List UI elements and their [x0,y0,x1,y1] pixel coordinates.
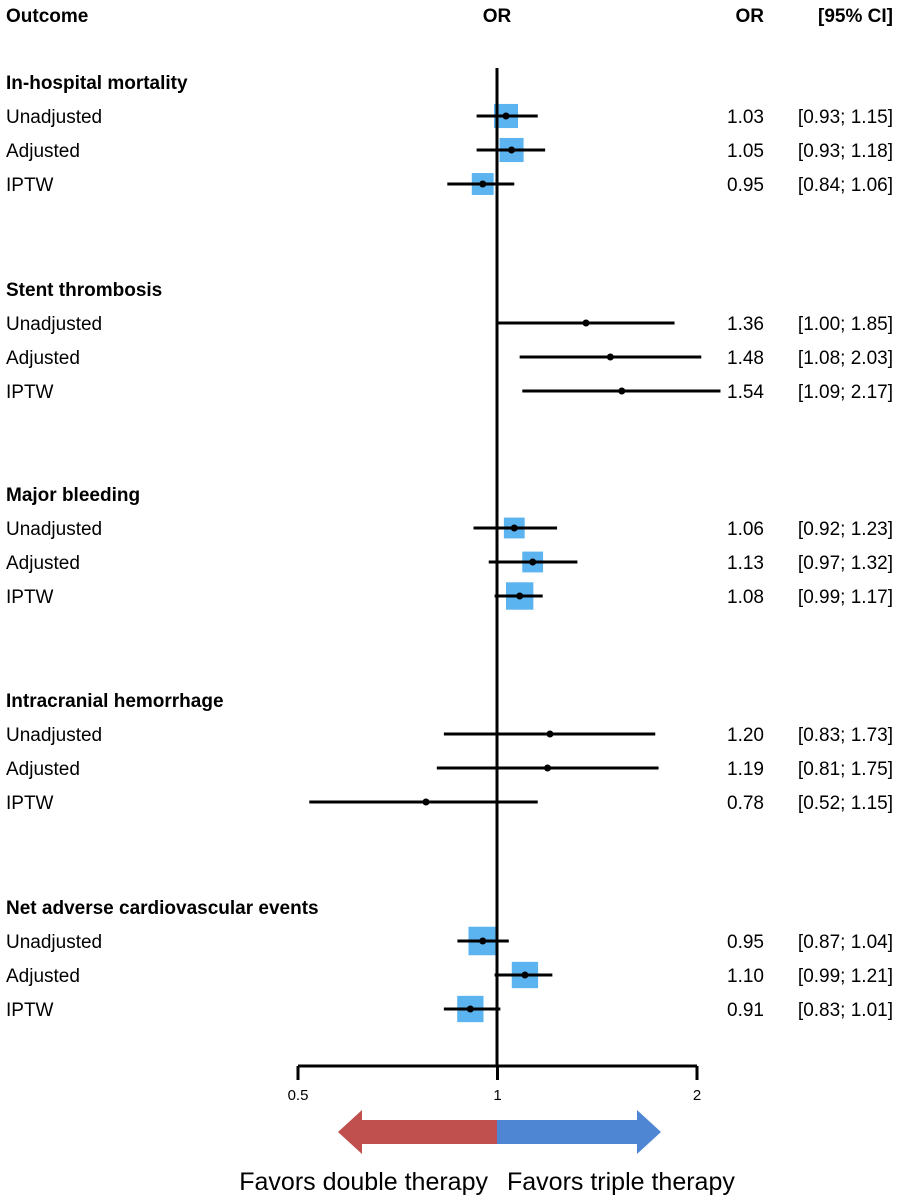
ci-value: [0.81; 1.75] [798,759,893,780]
or-value: 1.13 [727,553,764,574]
ci-value: [0.87; 1.04] [798,932,893,953]
row-label: IPTW [6,1000,54,1021]
ci-value: [1.08; 2.03] [798,348,893,369]
row-label: Adjusted [6,966,80,987]
or-value: 0.78 [727,793,764,814]
row-label: Unadjusted [6,314,102,335]
header-outcome: Outcome [6,6,88,27]
header-or-plot: OR [483,6,512,27]
or-value: 1.54 [727,382,764,403]
favors-triple-label: Favors triple therapy [507,1168,735,1196]
estimate-point [544,764,552,772]
row-label: Unadjusted [6,107,102,128]
or-value: 1.06 [727,519,764,540]
x-tick-label: 0.5 [288,1087,309,1104]
ci-value: [0.97; 1.32] [798,553,893,574]
estimate-point [466,1005,474,1013]
row-label: IPTW [6,382,54,403]
or-value: 0.95 [727,175,764,196]
estimate-point [479,180,487,188]
row-label: Unadjusted [6,519,102,540]
or-value: 1.20 [727,725,764,746]
estimate-point [606,353,614,361]
ci-value: [0.84; 1.06] [798,175,893,196]
or-value: 1.05 [727,141,764,162]
ci-value: [0.83; 1.73] [798,725,893,746]
x-tick-label: 1 [493,1087,501,1104]
row-label: Adjusted [6,141,80,162]
or-value: 0.91 [727,1000,764,1021]
x-tick-label: 2 [693,1087,701,1104]
ci-value: [0.52; 1.15] [798,793,893,814]
estimate-point [502,112,510,120]
ci-value: [0.92; 1.23] [798,519,893,540]
ci-value: [0.83; 1.01] [798,1000,893,1021]
estimate-point [618,387,626,395]
or-value: 1.36 [727,314,764,335]
estimate-point [521,971,529,979]
ci-value: [1.00; 1.85] [798,314,893,335]
ci-value: [0.99; 1.17] [798,587,893,608]
group-title: Stent thrombosis [6,280,162,301]
header-or-column: OR [736,6,765,27]
group-title: In-hospital mortality [6,73,188,94]
estimate-point [582,319,590,327]
estimate-point [508,146,516,154]
favors-double-label: Favors double therapy [239,1168,488,1196]
estimate-point [510,524,518,532]
ci-value: [0.93; 1.15] [798,107,893,128]
row-label: IPTW [6,587,54,608]
or-value: 0.95 [727,932,764,953]
or-value: 1.03 [727,107,764,128]
ci-value: [0.99; 1.21] [798,966,893,987]
or-value: 1.19 [727,759,764,780]
estimate-point [529,558,537,566]
or-value: 1.08 [727,587,764,608]
row-label: Adjusted [6,759,80,780]
row-label: Adjusted [6,553,80,574]
or-value: 1.10 [727,966,764,987]
favors-double-arrow [338,1110,497,1154]
estimate-point [422,798,430,806]
group-title: Major bleeding [6,485,140,506]
row-label: IPTW [6,793,54,814]
estimate-point [516,592,524,600]
plot-layer: In-hospital mortality Unadjusted 1.03 [0.93… [6,68,893,1196]
estimate-point [479,937,487,945]
row-label: Adjusted [6,348,80,369]
ci-value: [1.09; 2.17] [798,382,893,403]
group-title: Net adverse cardiovascular events [6,898,319,919]
favors-triple-arrow [497,1110,661,1154]
row-label: Unadjusted [6,725,102,746]
estimate-point [546,730,554,738]
group-title: Intracranial hemorrhage [6,691,224,712]
row-label: IPTW [6,175,54,196]
or-value: 1.48 [727,348,764,369]
header-ci-column: [95% CI] [818,6,893,27]
row-label: Unadjusted [6,932,102,953]
ci-value: [0.93; 1.18] [798,141,893,162]
